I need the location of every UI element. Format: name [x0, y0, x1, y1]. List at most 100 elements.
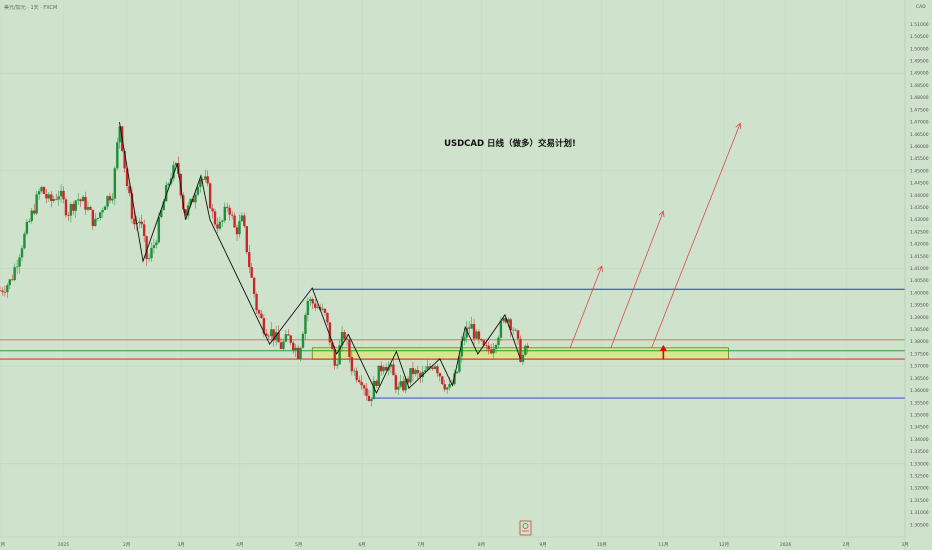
candle-body [384, 367, 388, 371]
candle-body [211, 208, 214, 212]
candle-body [470, 323, 473, 329]
candle-body [138, 221, 141, 223]
projection-arrows [569, 122, 742, 360]
candle-body [0, 290, 2, 292]
y-tick-label: 1.34000 [910, 437, 929, 443]
candle-body [375, 380, 378, 386]
candle-body [399, 381, 402, 387]
candle-body [50, 194, 53, 201]
y-tick-label: 1.50500 [910, 34, 929, 40]
y-tick-label: 1.47000 [910, 120, 929, 126]
candle-body [526, 345, 529, 348]
projection-line [610, 211, 664, 348]
candle-body [11, 279, 14, 281]
candle-body [353, 370, 356, 372]
candle-body [57, 196, 60, 200]
y-tick-label: 1.40000 [910, 290, 929, 296]
candle-body [487, 345, 490, 350]
y-tick-label: 1.44500 [910, 181, 929, 187]
candle-body [189, 198, 192, 206]
candle-body [255, 293, 258, 311]
candle-body [463, 337, 466, 341]
candle-body [89, 206, 92, 210]
y-tick-label: 1.42500 [910, 229, 929, 235]
candle-body [118, 126, 121, 143]
x-tick-label: 3月 [901, 542, 908, 548]
candle-body [248, 252, 251, 268]
candle-body [509, 319, 512, 331]
x-tick-label: 8月 [478, 542, 485, 548]
candle-body [499, 320, 503, 338]
projection-arrowhead [658, 210, 665, 218]
candle-body [142, 224, 146, 237]
candle-body [59, 190, 63, 197]
candle-body [40, 187, 43, 192]
candle-body [150, 248, 153, 259]
candle-body [184, 209, 187, 216]
candle-body [265, 333, 268, 336]
candle-body [15, 266, 19, 268]
candle-body [360, 382, 363, 386]
up-arrow-head [659, 344, 667, 351]
candle-body [287, 334, 290, 336]
candle-body [91, 209, 95, 227]
candle-body [299, 347, 302, 359]
y-tick-label: 1.39500 [910, 303, 929, 309]
candle-body [257, 310, 261, 314]
candle-body [443, 384, 446, 390]
candle-body [306, 300, 310, 315]
x-tick-label: 2月 [123, 542, 130, 548]
candle-body [411, 368, 415, 375]
y-tick-label: 1.31500 [910, 498, 929, 504]
candle-body [497, 337, 500, 346]
candle-body [94, 219, 97, 227]
candle-body [323, 308, 327, 313]
candle-body [436, 366, 439, 374]
y-tick-label: 1.41500 [910, 254, 929, 260]
candle-body [33, 210, 36, 214]
y-tick-label: 1.48500 [910, 83, 929, 89]
candle-body [343, 331, 346, 339]
candle-body [30, 210, 33, 222]
candle-body [52, 199, 55, 201]
candle-body [233, 215, 236, 228]
candle-body [326, 312, 329, 323]
y-tick-label: 1.42000 [910, 242, 929, 248]
candle-body [35, 194, 38, 214]
candle-body [314, 303, 317, 308]
y-tick-label: 1.33000 [910, 461, 929, 467]
candle-body [196, 187, 200, 195]
candle-body [389, 364, 393, 367]
y-tick-label: 1.35500 [910, 400, 929, 406]
y-tick-label: 1.51000 [910, 22, 929, 28]
candle-body [372, 380, 376, 400]
candle-body [1, 290, 4, 293]
y-tick-label: 1.37000 [910, 364, 929, 370]
candle-body [421, 371, 424, 378]
projection-arrowhead [597, 265, 603, 273]
y-tick-label: 1.49500 [910, 59, 929, 65]
x-tick-label: 6月 [358, 542, 365, 548]
candle-body [494, 345, 498, 349]
candle-body [194, 194, 197, 203]
candle-body [272, 329, 275, 341]
candle-body [106, 196, 109, 207]
candle-body [355, 370, 358, 381]
y-tick-label: 1.39000 [910, 315, 929, 321]
candle-body [191, 198, 195, 203]
zigzag-line [119, 121, 521, 395]
candle-body [245, 226, 248, 253]
candle-body [157, 217, 161, 243]
y-tick-label: 1.36000 [910, 388, 929, 394]
candle-body [152, 245, 156, 249]
candle-body [409, 368, 412, 383]
y-tick-label: 1.38000 [910, 339, 929, 345]
y-tick-label: 1.41000 [910, 266, 929, 272]
candle-body [226, 206, 229, 208]
candle-body [72, 204, 75, 211]
x-tick-label: 4月 [236, 542, 243, 548]
candle-body [309, 299, 312, 301]
x-tick-label: 3月 [177, 542, 184, 548]
candle-body [414, 369, 417, 375]
